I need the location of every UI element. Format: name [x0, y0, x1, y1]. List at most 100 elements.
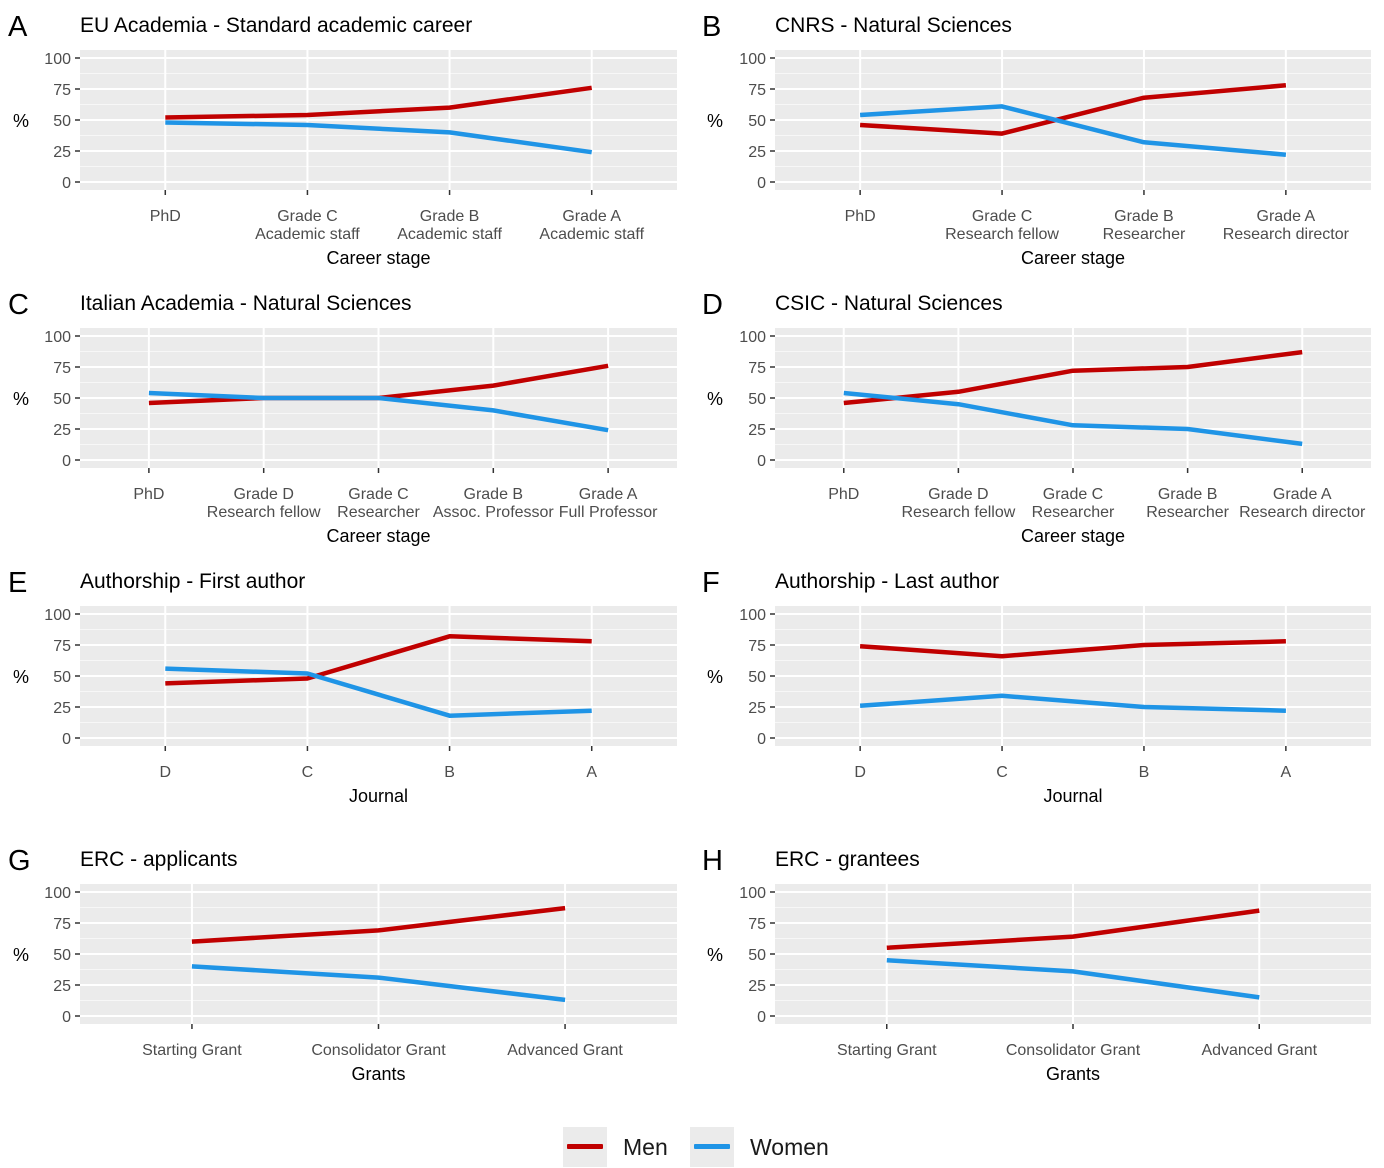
tick-label-y: 100 — [739, 885, 766, 902]
panel-title: EU Academia - Standard academic career — [80, 14, 472, 37]
legend-key-women — [690, 1127, 734, 1167]
tick-label-x: Advanced Grant — [1201, 1042, 1317, 1059]
legend-key-men — [563, 1127, 607, 1167]
tick-label-x: B — [1139, 764, 1150, 781]
legend: Men Women — [0, 1126, 1384, 1168]
tick-label-x: Consolidator Grant — [1006, 1042, 1141, 1059]
series-line-women — [886, 957, 1260, 1000]
tick-label-y: 25 — [53, 978, 71, 995]
panel-title: ERC - applicants — [80, 848, 238, 871]
tick-label-y: 75 — [748, 638, 766, 655]
panel-label: G — [8, 845, 31, 877]
legend-label-women: Women — [750, 1133, 829, 1160]
series-line-women — [165, 120, 593, 155]
tick-label-y: 0 — [62, 175, 71, 192]
tick-label-y: 75 — [748, 916, 766, 933]
x-axis-label: Career stage — [1021, 526, 1125, 546]
panel-title: ERC - grantees — [775, 848, 920, 871]
panel-label: B — [702, 11, 721, 43]
tick-label-y: 25 — [53, 700, 71, 717]
legend-item-women: Women — [690, 1126, 829, 1168]
tick-label-x: Grade D Research fellow — [901, 486, 1015, 521]
tick-label-y: 100 — [44, 885, 71, 902]
tick-label-y: 100 — [44, 329, 71, 346]
series-line-women — [859, 104, 1287, 157]
tick-label-x: Grade B Researcher — [1103, 208, 1186, 243]
x-axis-label: Career stage — [326, 248, 430, 268]
tick-label-y: 50 — [748, 669, 766, 686]
tick-label-y: 0 — [62, 453, 71, 470]
tick-label-x: Grade A Full Professor — [559, 486, 658, 521]
series-line-men — [859, 83, 1287, 136]
panel-label: F — [702, 567, 720, 599]
series-line-men — [165, 634, 592, 686]
tick-label-x: A — [586, 764, 597, 781]
tick-label-y: 25 — [748, 144, 766, 161]
tick-label-y: 50 — [53, 947, 71, 964]
x-axis-label: Career stage — [326, 526, 430, 546]
tick-label-x: D — [854, 764, 866, 781]
tick-label-x: PhD — [828, 486, 859, 503]
y-axis-label: % — [13, 945, 29, 965]
tick-label-y: 100 — [739, 607, 766, 624]
panel-label: H — [702, 845, 723, 877]
tick-label-x: PhD — [845, 208, 876, 225]
panel-c: C Italian Academia - Natural Sciences 0 25 5… — [8, 289, 677, 546]
series-line-women — [843, 390, 1303, 447]
tick-label-y: 0 — [62, 731, 71, 748]
tick-label-y: 25 — [53, 422, 71, 439]
tick-label-y: 0 — [757, 453, 766, 470]
tick-label-x: Grade A Research director — [1223, 208, 1350, 243]
y-axis-label: % — [707, 389, 723, 409]
tick-label-x: C — [996, 764, 1008, 781]
tick-label-y: 75 — [53, 360, 71, 377]
panel-label: C — [8, 289, 29, 321]
x-axis-label: Journal — [349, 786, 408, 806]
tick-label-y: 50 — [53, 391, 71, 408]
series-line-men — [165, 85, 593, 120]
y-axis-label: % — [13, 667, 29, 687]
tick-label-x: Starting Grant — [837, 1042, 937, 1059]
tick-label-x: PhD — [150, 208, 181, 225]
tick-label-y: 0 — [757, 731, 766, 748]
panel-label: E — [8, 567, 27, 599]
panel-f: F Authorship - Last author 0 25 50 75 100% D C B A… — [702, 567, 1371, 806]
series-line-women — [191, 964, 566, 1003]
y-axis-label: % — [707, 667, 723, 687]
x-axis-label: Grants — [351, 1064, 405, 1084]
tick-label-y: 100 — [739, 51, 766, 68]
x-axis-label: Journal — [1043, 786, 1102, 806]
tick-label-x: Consolidator Grant — [311, 1042, 446, 1059]
tick-label-x: Grade D Research fellow — [207, 486, 321, 521]
tick-label-x: Grade A Academic staff — [539, 208, 644, 243]
tick-label-x: PhD — [133, 486, 164, 503]
tick-label-x: Grade B Assoc. Professor — [433, 486, 555, 521]
tick-label-y: 100 — [44, 51, 71, 68]
tick-label-y: 100 — [739, 329, 766, 346]
tick-label-y: 100 — [44, 607, 71, 624]
tick-label-x: Grade C Academic staff — [255, 208, 360, 243]
y-axis-label: % — [707, 111, 723, 131]
tick-label-x: Grade C Research fellow — [945, 208, 1059, 243]
tick-label-y: 75 — [53, 638, 71, 655]
panel-title: Authorship - First author — [80, 570, 305, 593]
tick-label-x: Grade B Researcher — [1146, 486, 1229, 521]
series-line-women — [165, 666, 592, 718]
y-axis-label: % — [13, 389, 29, 409]
legend-item-men: Men — [563, 1126, 668, 1168]
tick-label-y: 75 — [53, 916, 71, 933]
series-line-women — [859, 693, 1286, 713]
panel-title: Italian Academia - Natural Sciences — [80, 292, 412, 315]
tick-label-x: B — [444, 764, 455, 781]
panel-a: A EU Academia - Standard academic career 0… — [8, 11, 677, 268]
tick-label-y: 0 — [757, 175, 766, 192]
tick-label-y: 50 — [53, 113, 71, 130]
tick-label-y: 50 — [748, 391, 766, 408]
tick-label-y: 50 — [53, 669, 71, 686]
tick-label-y: 50 — [748, 947, 766, 964]
panel-label: A — [8, 11, 28, 43]
tick-label-y: 75 — [748, 360, 766, 377]
x-axis-label: Grants — [1046, 1064, 1100, 1084]
panel-h: H ERC - grantees 0 25 50 75 100% Starting Grant… — [702, 845, 1371, 1084]
